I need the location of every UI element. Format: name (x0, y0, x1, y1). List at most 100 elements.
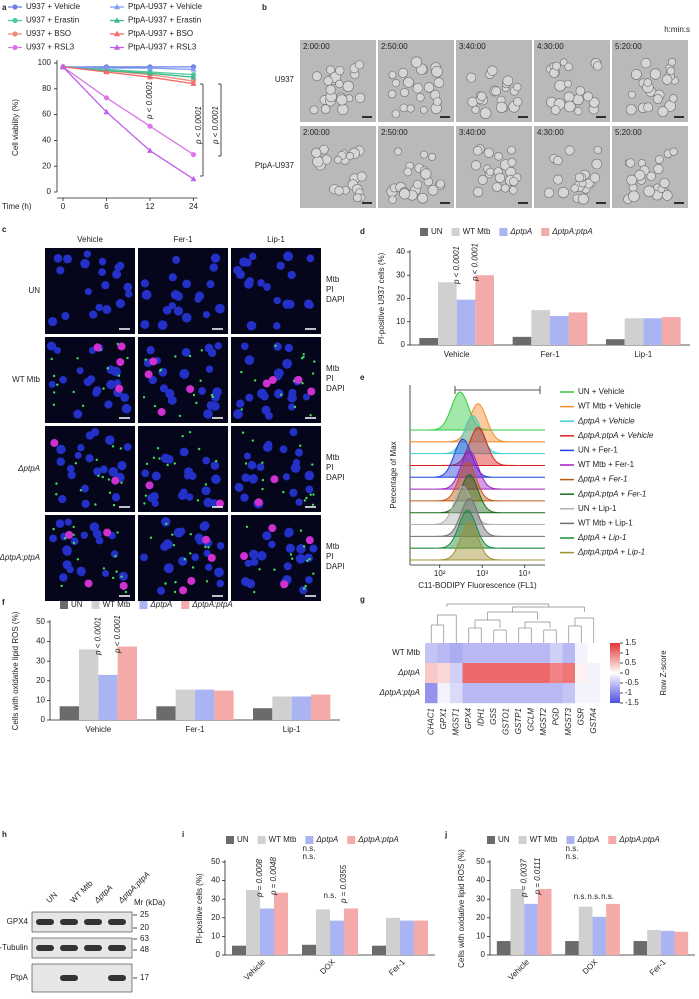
pi-cell (116, 358, 125, 367)
bar (156, 706, 176, 720)
legend-label: U937 + Erastin (26, 16, 79, 25)
legend-swatch (420, 228, 428, 236)
blot-strip (31, 911, 133, 933)
cell (427, 184, 439, 196)
x-tick-label: Fer-1 (648, 957, 668, 977)
heatmap-cell (462, 663, 476, 684)
legend-label: ΔptpA:ptpA (551, 227, 593, 236)
marker (190, 151, 197, 158)
bacteria (119, 447, 123, 450)
cell (667, 58, 677, 67)
legend-label: UN + Lip-1 (578, 504, 617, 513)
nucleus (279, 445, 288, 454)
y-tick-label: 30 (476, 894, 485, 903)
cell (649, 68, 662, 80)
y-tick-label: 50 (211, 857, 220, 866)
heatmap-cell (475, 663, 488, 684)
legend-marker (114, 3, 120, 10)
cell (507, 157, 517, 167)
bacteria (153, 404, 157, 408)
legend-marker (12, 31, 18, 37)
legend-swatch (226, 836, 234, 844)
nucleus (203, 497, 214, 508)
nucleus (173, 527, 184, 538)
cell (492, 182, 502, 192)
bacteria (279, 393, 283, 396)
channel-label: PI (326, 285, 334, 294)
cell (433, 77, 445, 88)
bacteria (159, 368, 163, 372)
pi-cell (305, 536, 314, 545)
bar (414, 920, 428, 955)
nucleus (268, 540, 276, 549)
nucleus (56, 444, 66, 455)
cell (336, 94, 348, 106)
nucleus (62, 560, 72, 570)
x-axis-label: Time (h) (2, 202, 32, 211)
nucleus (163, 563, 174, 574)
nucleus (205, 365, 214, 373)
time-lapse-image (456, 126, 532, 208)
band (108, 919, 126, 925)
bacteria (244, 462, 248, 465)
legend-label: WT Mtb (530, 835, 558, 844)
heatmap-cell (525, 683, 538, 704)
histogram (409, 497, 546, 537)
nucleus (62, 546, 72, 556)
heatmap-cell (587, 643, 601, 664)
nucleus (215, 303, 225, 314)
nucleus (147, 493, 156, 503)
cell (335, 79, 344, 89)
nucleus (257, 279, 265, 287)
cell (436, 179, 445, 189)
nucleus (49, 534, 57, 543)
legend-swatch (257, 836, 266, 844)
legend-label: PtpA-U937 + Vehicle (128, 2, 203, 11)
column-label: Vehicle (77, 235, 103, 244)
x-tick-label: 0 (61, 202, 66, 211)
annotation: n.s. (566, 852, 579, 861)
panel-letter: f (2, 598, 5, 607)
nucleus (203, 409, 213, 419)
y-tick-label: 100 (38, 58, 52, 67)
cell (312, 71, 322, 82)
x-tick-label: 10² (434, 569, 446, 578)
bar (400, 920, 414, 955)
cell (646, 171, 656, 181)
column-label: GSS (489, 707, 498, 725)
unit-label: h:min:s (664, 25, 690, 34)
y-tick-label: 40 (476, 876, 485, 885)
legend-label: ΔptpA (149, 600, 172, 609)
marker (147, 70, 153, 76)
y-tick-label: 40 (36, 637, 45, 646)
column-label: GPX4 (464, 707, 473, 729)
bacteria (63, 537, 67, 540)
bacteria (145, 462, 149, 466)
heatmap-cell (562, 663, 576, 684)
pi-cell (119, 581, 128, 590)
nucleus (210, 253, 221, 263)
nucleus (53, 254, 63, 263)
annotation: p = 0.0008 (255, 858, 264, 898)
nucleus (59, 376, 67, 384)
bacteria (171, 533, 174, 536)
cell (570, 184, 579, 193)
nucleus (83, 377, 93, 387)
band (36, 919, 54, 925)
nucleus (174, 291, 183, 301)
bar (568, 312, 588, 345)
bacteria (313, 360, 316, 363)
annotation: p < 0.0001 (145, 81, 154, 120)
time-label: 4:30:00 (537, 128, 564, 137)
heatmap-cell (475, 683, 488, 704)
heatmap-cell (500, 663, 513, 684)
pi-cell (268, 375, 277, 384)
cell (335, 65, 345, 76)
heatmap-cell (575, 663, 588, 684)
nucleus (124, 290, 133, 298)
bar (633, 941, 648, 955)
legend-marker (12, 4, 18, 10)
legend-label: ΔptpA:ptpA + Vehicle (577, 431, 654, 440)
cell (312, 155, 324, 168)
